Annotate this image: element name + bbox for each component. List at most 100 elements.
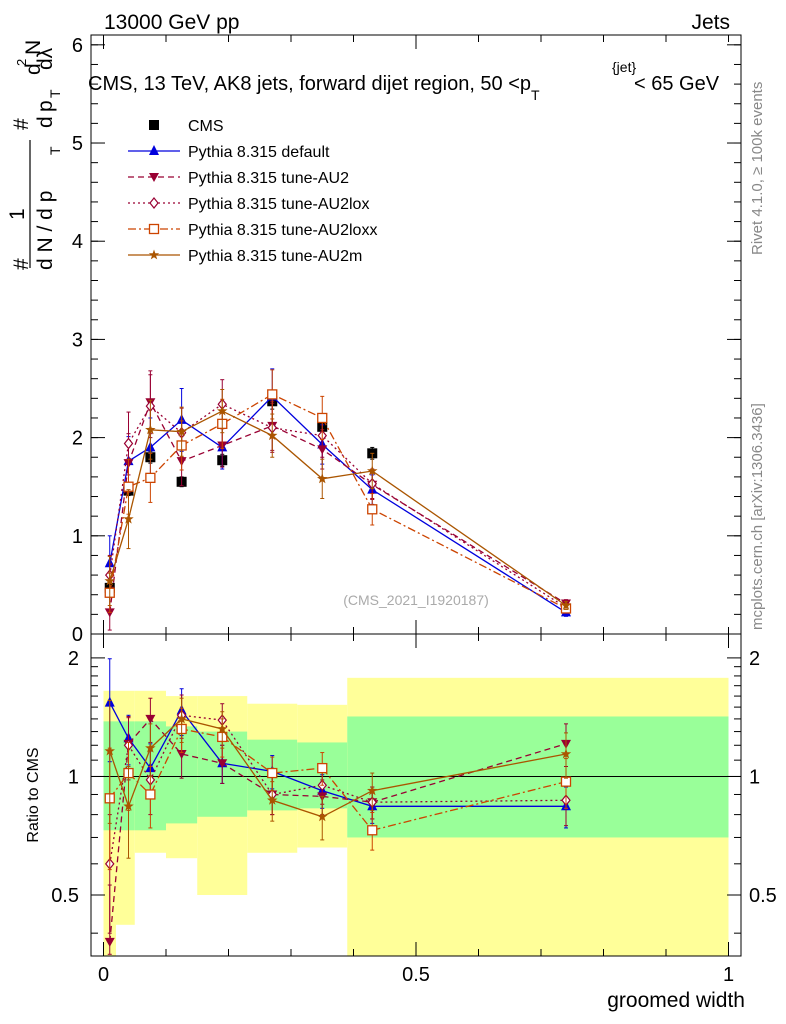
ratio-bands <box>103 677 729 956</box>
main-x-ticks <box>103 35 729 634</box>
data-point <box>267 389 278 400</box>
ratio-y-axis: 0.5 0.5 1 1 2 2 <box>51 648 777 934</box>
series-line-1 <box>109 395 567 613</box>
legend-marker <box>149 120 159 130</box>
ratio-plot: 0.5 0.5 1 1 2 2 0 0.5 1 Ratio to CMS groomed wi… <box>25 633 777 1012</box>
ratio-point <box>367 825 378 836</box>
series-1 <box>104 368 571 617</box>
data-point <box>123 437 134 450</box>
legend-marker <box>148 249 160 260</box>
ylabel-t2: T <box>47 89 63 98</box>
title-sub: T <box>531 87 540 103</box>
legend-label: Pythia 8.315 tune-AU2loxx <box>188 222 377 239</box>
data-point <box>123 513 134 524</box>
ylabel-hash2: # <box>10 118 33 130</box>
data-point <box>104 575 115 586</box>
ylabel-d: d <box>34 116 57 128</box>
x-tick-label: 0.5 <box>402 964 430 986</box>
y-tick-label: 0 <box>72 624 83 646</box>
main-plot: 0 1 2 3 4 5 6 CMS, 13 TeV, AK8 jets, forward d… <box>6 34 742 646</box>
energy-label: 13000 GeV pp <box>104 11 239 34</box>
series-4 <box>104 369 572 614</box>
ratio-point <box>123 800 134 811</box>
ratio-point <box>317 762 328 774</box>
y-tick-label: 3 <box>72 329 83 351</box>
y-tick-label: 1 <box>72 526 83 548</box>
jets-label: Jets <box>691 11 730 34</box>
ratio-y-tick-label-right: 0.5 <box>749 885 777 907</box>
ratio-point <box>217 723 228 734</box>
legend-label: Pythia 8.315 default <box>188 144 330 161</box>
ylabel-d2: d <box>22 63 45 75</box>
ratio-point <box>145 742 156 753</box>
ylabel-one: 1 <box>6 208 29 220</box>
ylabel-t1: T <box>47 146 63 155</box>
data-point <box>145 424 156 435</box>
series-line-4 <box>109 393 567 610</box>
analysis-watermark: (CMS_2021_I1920187) <box>343 592 489 608</box>
y-tick-label: 4 <box>72 231 83 253</box>
data-point <box>317 412 328 424</box>
series-line-3 <box>109 403 567 609</box>
data-point <box>560 600 572 610</box>
ratio-point <box>176 713 187 724</box>
ratio-point <box>560 748 572 759</box>
legend-label: Pythia 8.315 tune-AU2lox <box>188 196 369 213</box>
ratio-y-tick-label-right: 2 <box>749 648 760 670</box>
ratio-y-label: Ratio to CMS <box>25 747 42 842</box>
data-point <box>367 465 378 476</box>
legend-marker <box>149 145 159 155</box>
ratio-series-line-3 <box>109 728 567 832</box>
data-point <box>176 426 187 437</box>
legend-label: Pythia 8.315 tune-AU2m <box>188 248 362 265</box>
ratio-point <box>104 745 115 756</box>
ratio-series-4 <box>104 697 572 859</box>
series-3 <box>104 374 571 614</box>
ratio-y-tick-label: 1 <box>68 766 79 788</box>
legend-marker <box>149 197 159 209</box>
ratio-y-tick-label: 0.5 <box>51 885 79 907</box>
series-2 <box>104 370 571 631</box>
data-point <box>267 430 278 441</box>
legend-marker <box>148 223 160 235</box>
ratio-point <box>176 750 187 760</box>
ratio-y-tick-label-right: 1 <box>749 766 760 788</box>
ratio-point <box>367 785 378 796</box>
data-point <box>367 504 378 515</box>
ratio-point <box>145 789 156 800</box>
y-tick-label: 5 <box>72 133 83 155</box>
main-data-layer <box>104 368 572 631</box>
ylabel-dn: d N / d p <box>34 191 57 270</box>
ylabel-sq: 2 <box>14 59 29 66</box>
ratio-point <box>317 811 328 822</box>
legend: CMS Pythia 8.315 default Pythia 8.315 tune… <box>128 118 377 265</box>
ratio-y-tick-label: 2 <box>68 648 79 670</box>
ylabel-p: p <box>34 100 57 112</box>
mcplots-label: mcplots.cern.ch [arXiv:1306.3436] <box>749 403 766 630</box>
legend-marker <box>149 173 159 182</box>
chart-title: CMS, 13 TeV, AK8 jets, forward dijet reg… <box>88 73 540 103</box>
ratio-point <box>104 937 115 947</box>
ylabel-n: N <box>22 40 45 55</box>
ratio-point <box>267 767 278 779</box>
ratio-x-axis: 0 0.5 1 <box>98 634 734 986</box>
x-axis-label: groomed width <box>607 989 745 1012</box>
title-main: CMS, 13 TeV, AK8 jets, forward dijet reg… <box>88 73 531 95</box>
ratio-point <box>217 759 228 769</box>
data-point <box>317 473 328 484</box>
title-sup: {jet} <box>612 59 636 75</box>
y-tick-label: 2 <box>72 428 83 450</box>
main-y-axis: 0 1 2 3 4 5 6 <box>72 35 741 646</box>
legend-label: Pythia 8.315 tune-AU2 <box>188 170 349 187</box>
y-tick-label: 6 <box>72 35 83 57</box>
ratio-data-layer <box>104 658 572 955</box>
x-tick-label: 1 <box>723 964 734 986</box>
ratio-point <box>267 794 278 805</box>
title-tail: < 65 GeV <box>634 73 720 95</box>
ylabel-hash1: # <box>10 258 33 270</box>
band-green <box>347 716 729 838</box>
ratio-point <box>145 714 156 724</box>
main-y-label: # 1 d N / d p T # d p T d 2 N dλ <box>6 40 63 270</box>
rivet-label: Rivet 4.1.0, ≥ 100k events <box>749 82 766 255</box>
